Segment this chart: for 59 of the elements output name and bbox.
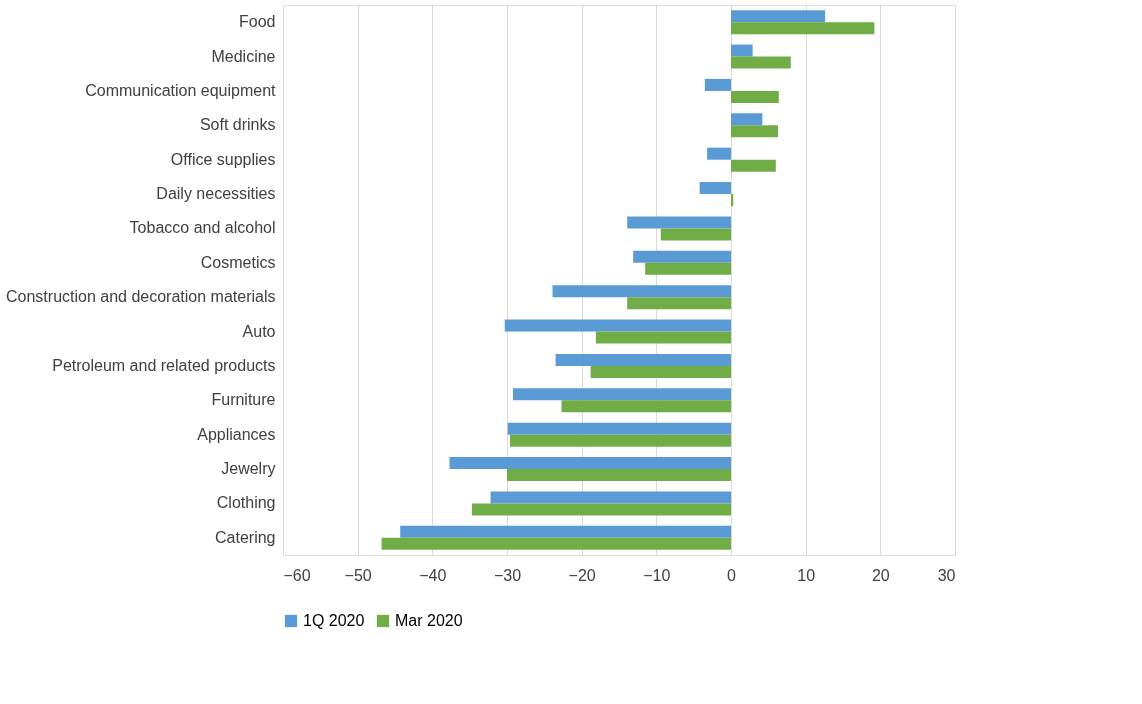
bar: [707, 147, 731, 160]
bar: [660, 228, 731, 241]
bar: [509, 434, 731, 447]
bar: [512, 388, 731, 401]
bar: [555, 353, 731, 366]
bar: [645, 262, 731, 275]
bar: [731, 159, 776, 172]
y-tick-label: Furniture: [211, 391, 276, 409]
x-tick-label: 20: [871, 566, 890, 584]
y-tick-label: Appliances: [197, 425, 276, 443]
bar: [449, 457, 731, 470]
bar: [731, 10, 826, 23]
bar: [731, 22, 875, 35]
x-tick-label: 10: [797, 566, 816, 584]
bar: [595, 331, 731, 344]
bar: [400, 525, 731, 538]
y-tick-label: Food: [239, 13, 276, 31]
bar: [590, 365, 731, 378]
y-tick-label: Cosmetics: [200, 253, 276, 271]
y-tick-label: Tobacco and alcohol: [129, 219, 276, 237]
y-tick-label: Office supplies: [170, 150, 276, 168]
x-tick-label: 0: [727, 566, 737, 584]
bar: [731, 56, 791, 69]
y-tick-label: Clothing: [216, 494, 276, 512]
x-tick-label: −10: [643, 566, 671, 584]
y-tick-label: Construction and decoration materials: [6, 288, 276, 306]
bar: [731, 90, 779, 103]
bar: [381, 537, 731, 550]
bar: [507, 469, 731, 482]
y-tick-label: Daily necessities: [156, 185, 276, 203]
y-tick-label: Jewelry: [221, 460, 276, 478]
bar: [699, 182, 731, 195]
legend-label: 1Q 2020: [303, 612, 365, 629]
x-tick-label: −40: [419, 566, 447, 584]
bar: [561, 400, 731, 413]
x-tick-label: −50: [344, 566, 372, 584]
bar: [627, 297, 731, 310]
x-tick-label: −20: [568, 566, 596, 584]
y-tick-label: Petroleum and related products: [52, 356, 276, 374]
x-tick-label: −30: [493, 566, 522, 584]
bar: [507, 422, 731, 435]
bar: [731, 44, 753, 57]
y-tick-label: Soft drinks: [199, 116, 276, 134]
y-tick-label: Communication equipment: [85, 81, 277, 99]
legend-label: Mar 2020: [395, 612, 463, 629]
bar: [731, 113, 763, 126]
bar: [490, 491, 731, 504]
bar: [504, 319, 731, 332]
y-tick-label: Medicine: [211, 47, 276, 65]
y-tick-label: Catering: [215, 528, 276, 546]
bar: [471, 503, 731, 516]
bar: [731, 125, 779, 138]
bar: [627, 216, 731, 229]
bar: [633, 250, 731, 263]
x-tick-label: −60: [283, 566, 311, 584]
y-tick-label: Auto: [242, 322, 276, 340]
x-tick-label: 30: [937, 566, 956, 584]
bar: [704, 78, 731, 91]
bar: [552, 285, 731, 298]
